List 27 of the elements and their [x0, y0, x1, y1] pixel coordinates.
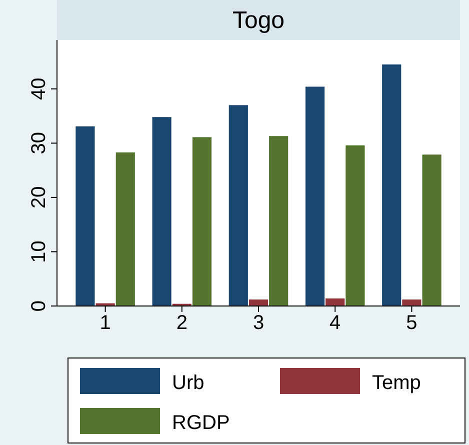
y-tick-label: 20 [28, 186, 50, 209]
legend-label: RGDP [172, 412, 230, 434]
x-tick-label: 5 [406, 312, 418, 334]
x-tick-label: 3 [252, 312, 264, 334]
y-tick-label: 10 [28, 240, 50, 263]
bar [402, 299, 422, 306]
legend-label: Urb [172, 372, 204, 394]
bar [152, 117, 172, 306]
x-tick-label: 4 [330, 312, 341, 334]
bar [326, 298, 345, 306]
y-tick-label: 40 [28, 78, 50, 100]
legend-label: Temp [372, 372, 421, 394]
bar [346, 145, 365, 306]
bar [116, 152, 135, 306]
bar [269, 136, 288, 306]
bar [305, 86, 325, 306]
y-tick-label: 30 [28, 132, 50, 154]
x-tick-label: 2 [176, 312, 188, 334]
bar [192, 137, 212, 306]
y-tick-label: 0 [28, 300, 50, 312]
bar [382, 64, 402, 306]
bar [422, 154, 442, 306]
chart-title: Togo [232, 7, 285, 34]
x-tick-label: 1 [100, 312, 111, 334]
bar [76, 126, 95, 306]
bar [228, 105, 248, 306]
bar [248, 299, 268, 306]
